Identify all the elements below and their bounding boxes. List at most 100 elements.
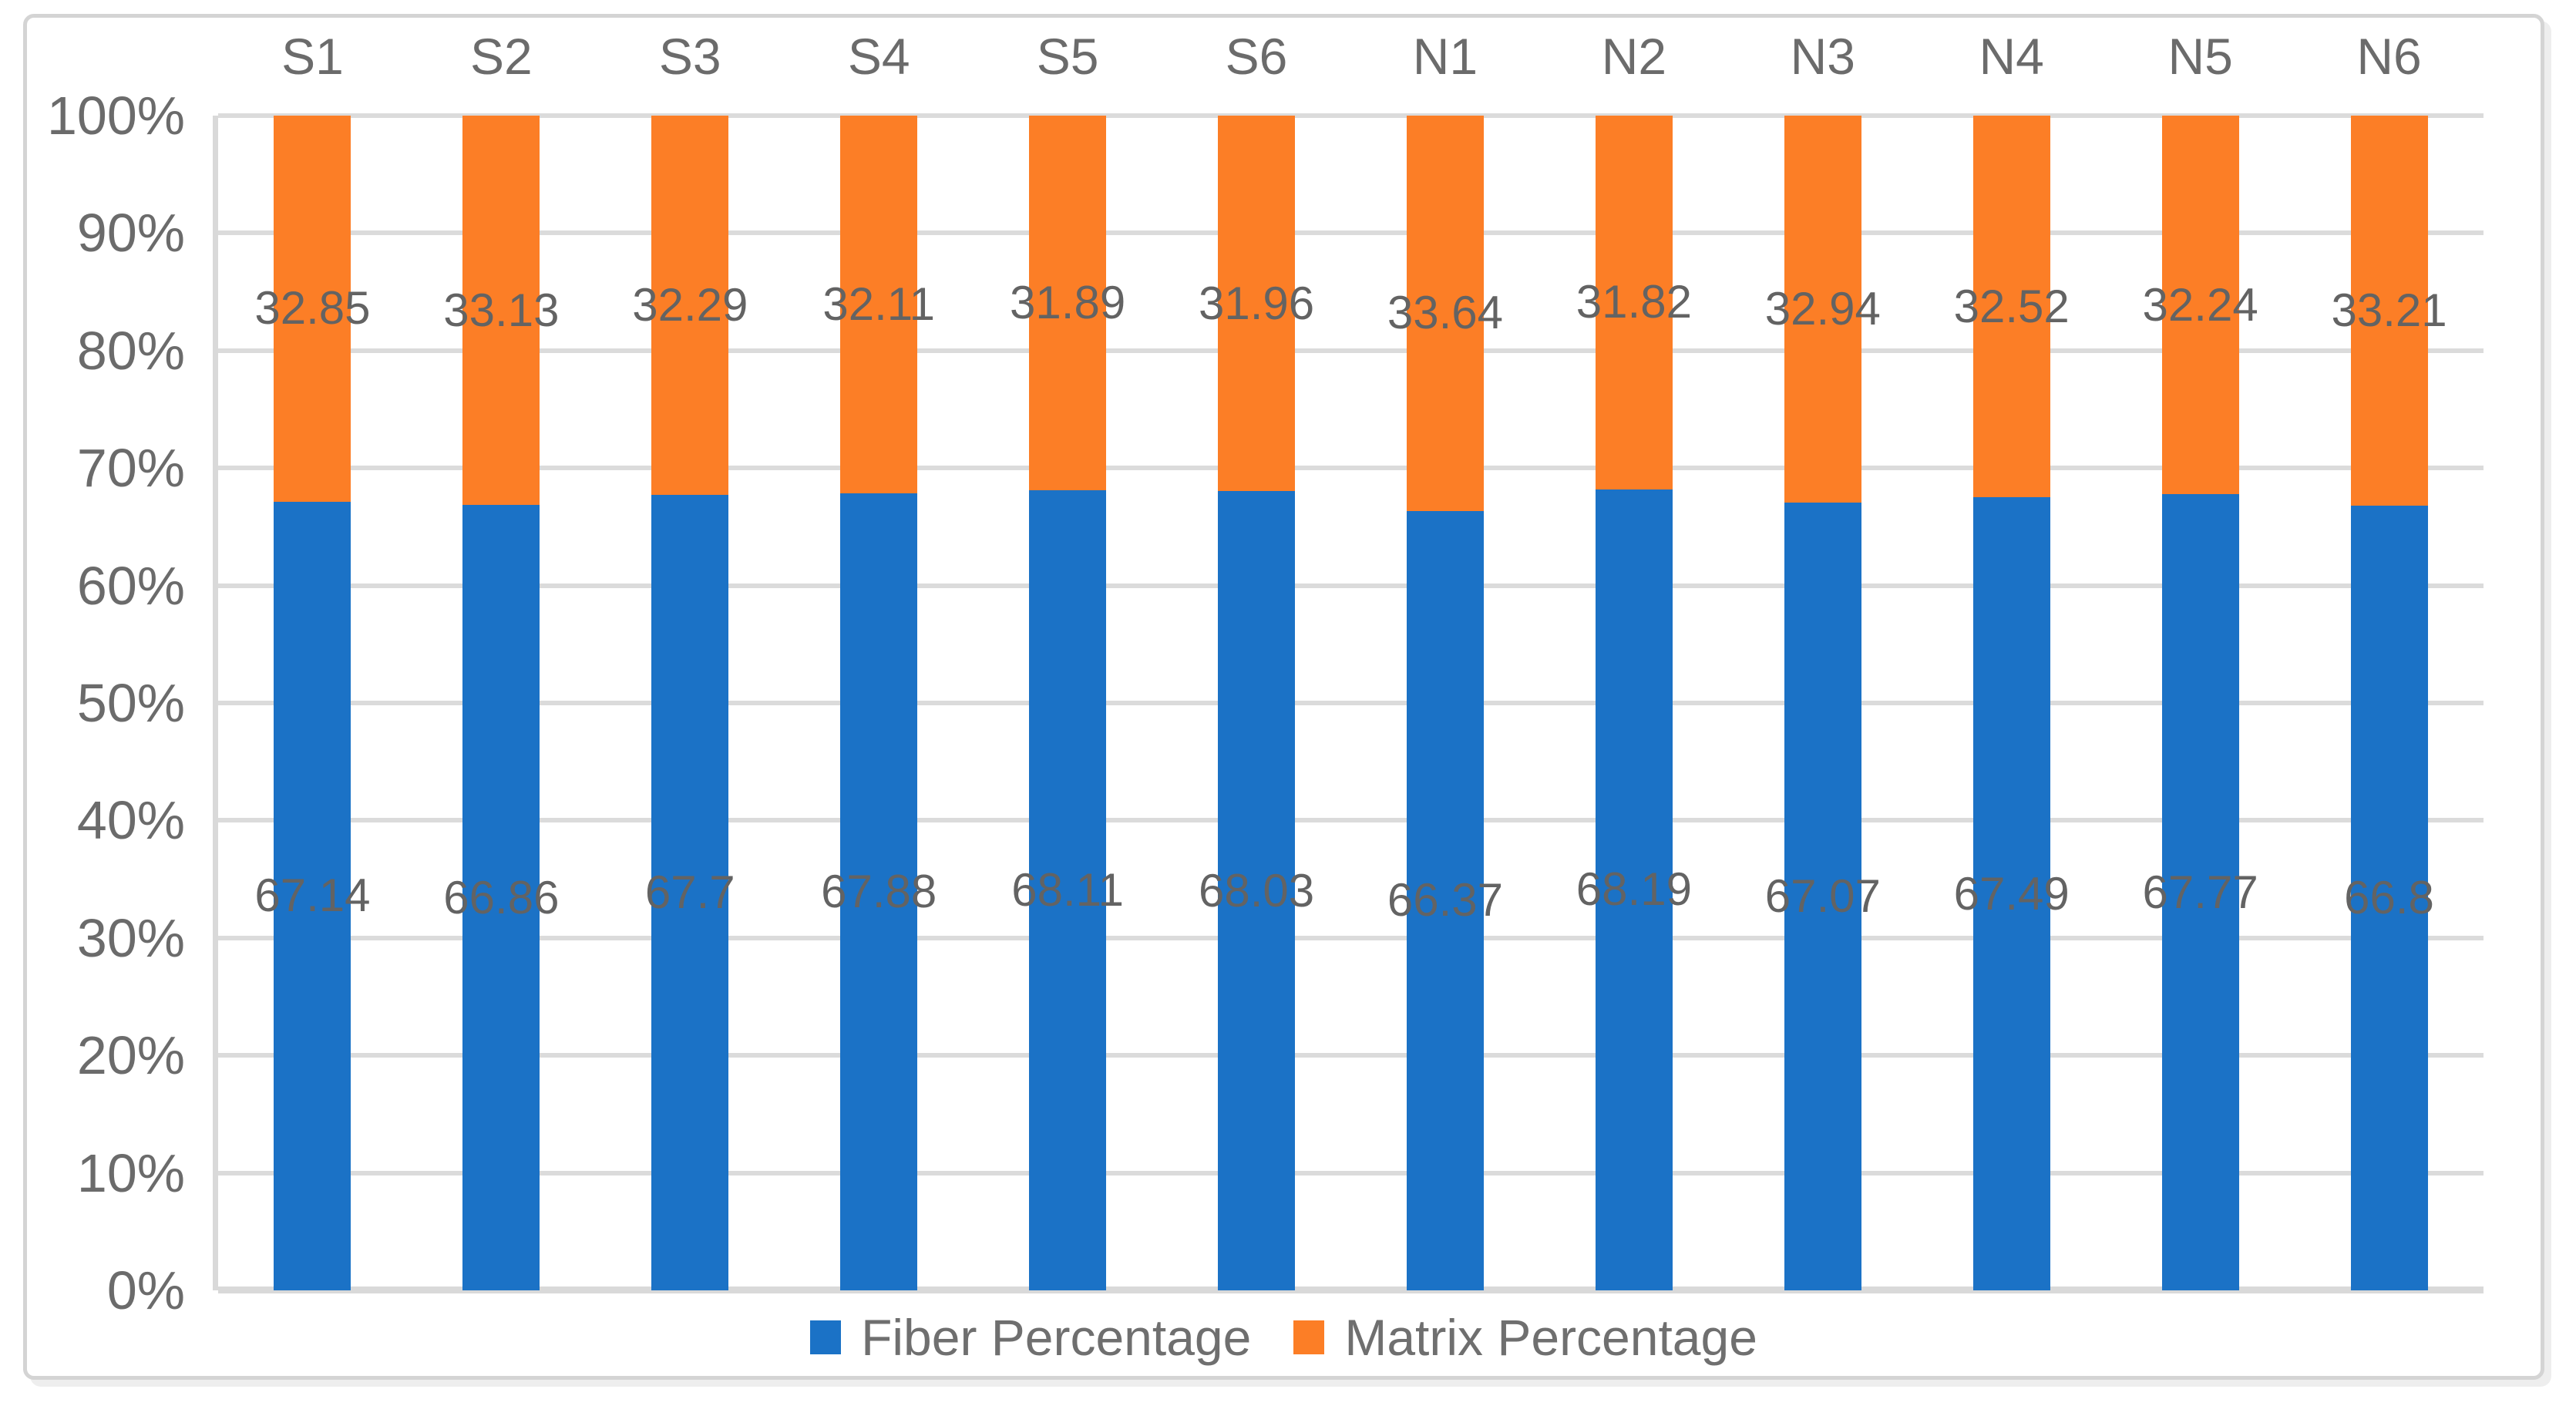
category-label-S3: S3 (658, 28, 721, 85)
bar-S3-matrix-segment (651, 116, 729, 496)
y-tick-label-0: 0% (106, 1260, 185, 1320)
gridline-10 (218, 1170, 2484, 1176)
bar-S6-matrix-segment (1218, 116, 1296, 492)
bar-S2-matrix-segment (462, 116, 540, 506)
legend-item-fiber-percentage: Fiber Percentage (810, 1310, 1251, 1364)
gridline-80 (218, 348, 2484, 353)
matrix-value-label-S6: 31.96 (1198, 277, 1315, 329)
y-tick-label-10: 10% (76, 1142, 185, 1203)
bar-N5-fiber-segment (2161, 494, 2239, 1290)
matrix-value-label-S2: 33.13 (443, 284, 560, 336)
fiber-value-label-S6: 68.03 (1198, 864, 1315, 917)
bar-S3-fiber-segment (651, 495, 729, 1290)
bar-S4-matrix-segment (840, 116, 918, 493)
bar-N1-matrix-segment (1406, 116, 1484, 511)
fiber-value-label-N6: 66.8 (2344, 871, 2434, 923)
gridline-50 (218, 701, 2484, 705)
bar-N2-matrix-segment (1595, 116, 1673, 489)
bar-N6-matrix-segment (2350, 116, 2428, 506)
legend-label: Matrix Percentage (1344, 1309, 1757, 1366)
gridline-70 (218, 466, 2484, 471)
bar-S5-matrix-segment (1029, 116, 1107, 490)
y-tick-label-100: 100% (46, 86, 185, 146)
chart-legend: Fiber Percentage Matrix Percentage (23, 1310, 2544, 1364)
bar-N4-fiber-segment (1972, 497, 2050, 1290)
category-label-S2: S2 (470, 28, 533, 85)
y-tick-label-70: 70% (76, 438, 185, 499)
bar-S4-fiber-segment (840, 493, 918, 1290)
legend-swatch-icon (810, 1320, 842, 1354)
fiber-value-label-S5: 68.11 (1011, 864, 1124, 916)
fiber-value-label-N3: 67.07 (1764, 869, 1881, 922)
fiber-value-label-N5: 67.77 (2142, 866, 2258, 918)
bar-N3-fiber-segment (1784, 502, 1861, 1290)
bar-S5 (1029, 116, 1107, 1290)
bar-N1 (1406, 116, 1484, 1290)
bar-S6 (1218, 116, 1296, 1290)
legend-swatch-icon (1293, 1320, 1325, 1354)
bar-S3 (651, 116, 729, 1290)
bar-N5 (2161, 116, 2239, 1290)
bar-N2 (1595, 116, 1673, 1290)
y-tick-label-50: 50% (76, 673, 185, 733)
matrix-value-label-S3: 32.29 (632, 279, 748, 331)
category-label-S5: S5 (1036, 28, 1099, 85)
bar-S2-fiber-segment (462, 505, 540, 1290)
gridline-100 (218, 113, 2484, 118)
fiber-value-label-N1: 66.37 (1387, 874, 1504, 927)
fiber-value-label-N4: 67.49 (1953, 867, 2070, 920)
category-label-S4: S4 (847, 28, 910, 85)
fiber-value-label-S1: 67.14 (254, 869, 371, 922)
bar-N6 (2350, 116, 2428, 1290)
bar-S2 (462, 116, 540, 1290)
matrix-value-label-N4: 32.52 (1953, 280, 2070, 332)
matrix-value-label-S1: 32.85 (254, 282, 371, 335)
matrix-value-label-N6: 33.21 (2331, 284, 2447, 336)
y-tick-label-90: 90% (76, 203, 185, 264)
category-label-N4: N4 (1979, 28, 2044, 85)
matrix-value-label-S4: 32.11 (822, 277, 936, 330)
gridline-0 (218, 1287, 2484, 1293)
bar-N4 (1972, 116, 2050, 1290)
y-tick-label-60: 60% (76, 555, 185, 616)
bar-N3 (1784, 116, 1861, 1290)
fiber-value-label-S4: 67.88 (821, 865, 937, 917)
matrix-value-label-N3: 32.94 (1764, 282, 1881, 335)
bar-S1-matrix-segment (274, 116, 351, 502)
bar-N5-matrix-segment (2161, 116, 2239, 495)
bar-S4 (840, 116, 918, 1290)
matrix-value-label-S5: 31.89 (1010, 277, 1126, 328)
bar-N3-matrix-segment (1784, 116, 1861, 503)
gridline-20 (218, 1053, 2484, 1058)
bar-S1-fiber-segment (274, 501, 351, 1290)
y-tick-label-20: 20% (76, 1025, 185, 1086)
legend-item-matrix-percentage: Matrix Percentage (1293, 1310, 1757, 1364)
matrix-value-label-N5: 32.24 (2142, 278, 2258, 331)
category-label-N3: N3 (1790, 28, 1855, 85)
category-label-S6: S6 (1225, 28, 1288, 85)
category-label-N1: N1 (1412, 28, 1478, 85)
category-label-S1: S1 (281, 28, 344, 85)
category-label-N5: N5 (2167, 28, 2233, 85)
gridline-40 (218, 818, 2484, 823)
bar-N6-fiber-segment (2350, 505, 2428, 1290)
bar-S1 (274, 116, 351, 1290)
bar-S5-fiber-segment (1029, 490, 1107, 1290)
fiber-value-label-S2: 66.86 (443, 871, 560, 923)
fiber-value-label-S3: 67.7 (644, 866, 735, 919)
fiber-value-label-N2: 68.19 (1576, 863, 1692, 916)
y-axis-line (213, 116, 218, 1290)
plot-area (218, 113, 2484, 1293)
legend-label: Fiber Percentage (861, 1309, 1252, 1366)
bar-N4-matrix-segment (1972, 116, 2050, 498)
gridline-30 (218, 935, 2484, 940)
bar-N1-fiber-segment (1406, 510, 1484, 1290)
category-label-N2: N2 (1601, 28, 1667, 85)
y-tick-label-30: 30% (76, 907, 185, 968)
bar-N2-fiber-segment (1595, 489, 1673, 1290)
category-label-N6: N6 (2356, 28, 2422, 85)
matrix-value-label-N1: 33.64 (1387, 287, 1504, 339)
y-tick-label-80: 80% (76, 320, 185, 381)
gridline-60 (218, 583, 2484, 588)
